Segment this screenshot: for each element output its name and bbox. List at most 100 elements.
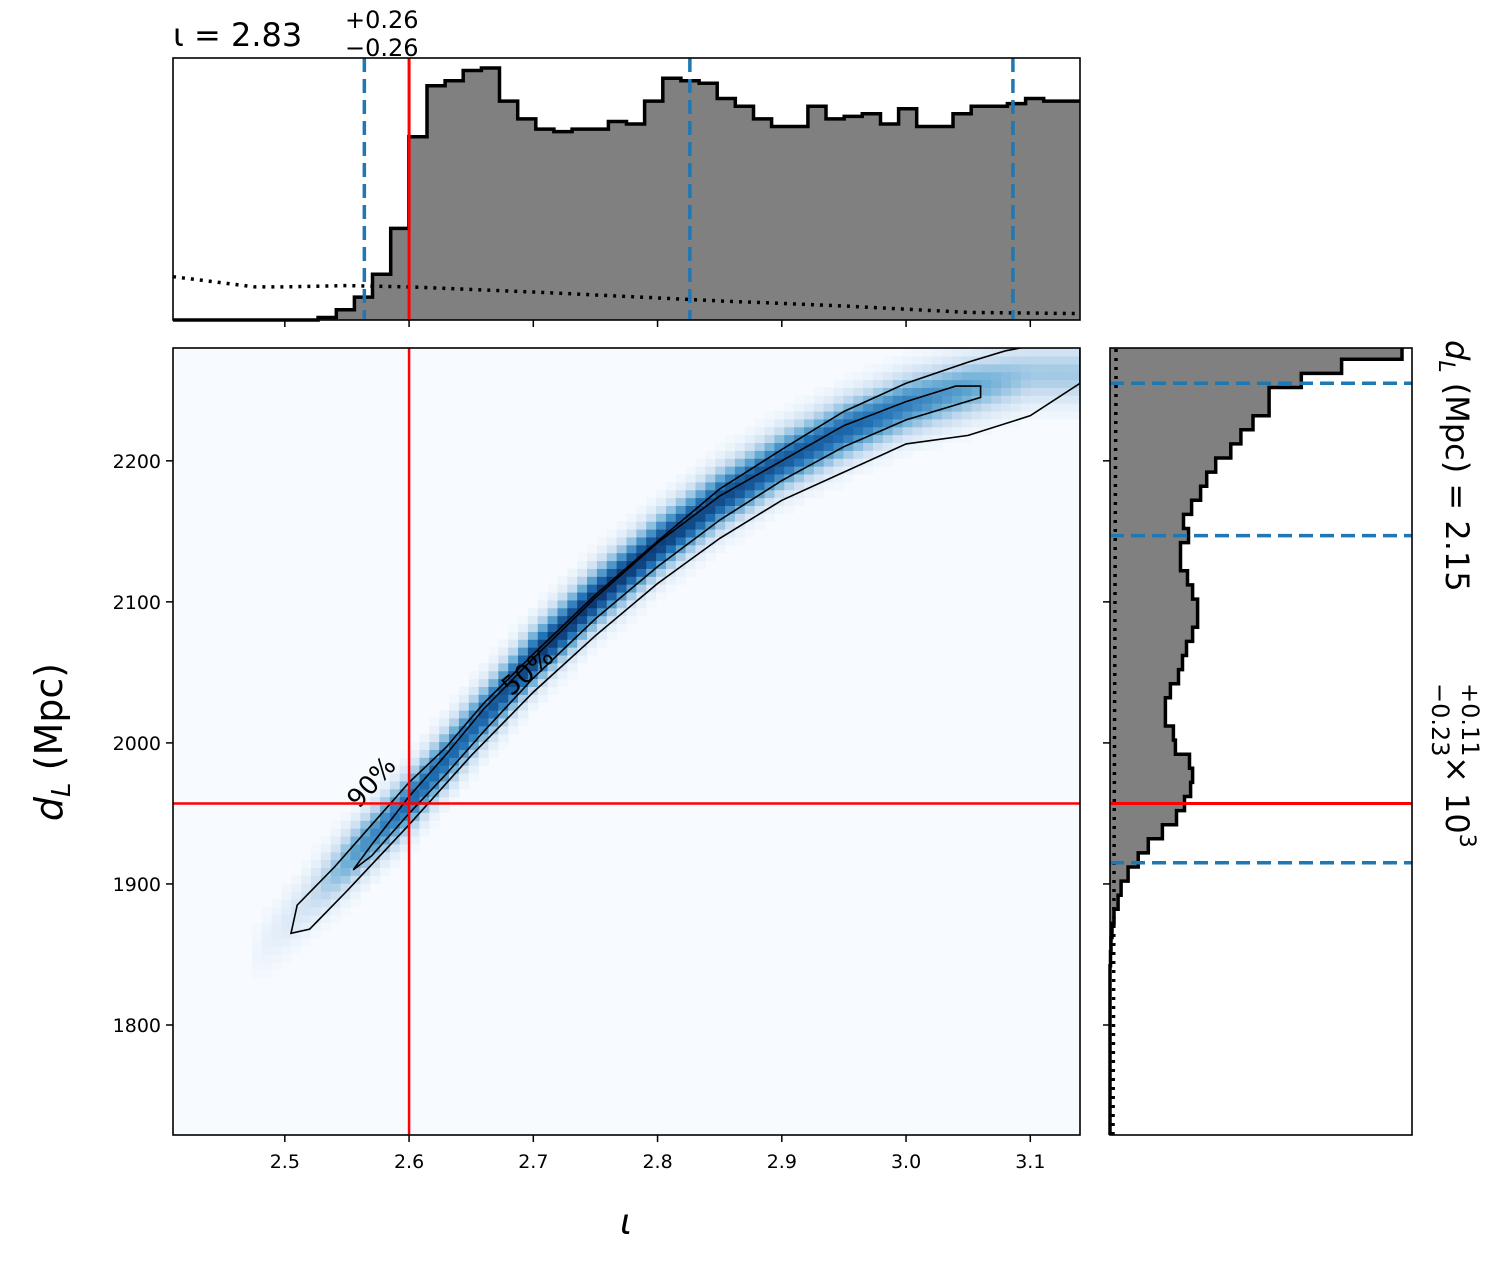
heatmap-cell — [596, 576, 608, 585]
heatmap-cell — [754, 458, 766, 467]
heatmap-cell — [587, 584, 598, 593]
heatmap-cell — [734, 513, 746, 522]
top-hist-bar — [699, 83, 718, 321]
heatmap-cell — [1040, 348, 1052, 357]
heatmap-cell — [725, 521, 736, 530]
heatmap-cell — [853, 387, 864, 396]
heatmap-cell — [882, 442, 894, 451]
heatmap-cell — [340, 875, 352, 884]
heatmap-cell — [922, 379, 933, 388]
heatmap-cell — [695, 473, 706, 483]
heatmap-cell — [656, 568, 667, 577]
heatmap-cell — [646, 505, 657, 514]
heatmap-cell — [951, 363, 963, 373]
heatmap-cell — [458, 741, 470, 750]
heatmap-cell — [941, 379, 953, 388]
heatmap-cell — [1030, 395, 1042, 404]
heatmap-cell — [370, 796, 381, 806]
heatmap-cell — [872, 434, 884, 444]
heatmap-cell — [281, 891, 292, 900]
heatmap-cell — [311, 930, 322, 939]
top-hist-bar — [753, 118, 773, 320]
heatmap-cell — [449, 765, 460, 774]
heatmap-cell — [656, 505, 667, 514]
heatmap-cell — [725, 513, 736, 522]
heatmap-cell — [941, 355, 953, 365]
heatmap-cell — [803, 418, 815, 428]
right-hist-bar — [1110, 895, 1119, 910]
y-axis-title: dL (Mpc) — [27, 663, 77, 821]
heatmap-cell — [498, 694, 509, 703]
top-marginal-histogram: ι = 2.83 +0.26 −0.26 — [172, 6, 1081, 327]
heatmap-cell — [488, 662, 499, 672]
heatmap-cell — [488, 749, 499, 758]
heatmap-cell — [626, 615, 637, 625]
heatmap-cell — [1060, 348, 1071, 357]
heatmap-cell — [616, 536, 628, 546]
heatmap-cell — [478, 686, 490, 695]
heatmap-cell — [587, 623, 598, 632]
heatmap-cell — [656, 584, 667, 593]
heatmap-cell — [981, 426, 992, 436]
right-hist-bar — [1110, 669, 1179, 685]
heatmap-cell — [547, 623, 559, 632]
heatmap-cell — [429, 804, 440, 813]
top-hist-bar — [608, 121, 627, 320]
heatmap-cell — [271, 953, 283, 963]
heatmap-cell — [665, 497, 677, 506]
heatmap-cell — [1010, 379, 1022, 388]
heatmap-cell — [409, 804, 421, 813]
x-tick-label: 2.9 — [767, 1151, 797, 1173]
top-panel-frame — [172, 57, 1081, 321]
top-histogram-bars — [173, 66, 1081, 322]
heatmap-cell — [843, 434, 854, 444]
top-hist-bar — [463, 70, 482, 320]
heatmap-cell — [527, 623, 539, 632]
heatmap-cell — [587, 647, 598, 656]
heatmap-cell — [1030, 387, 1042, 396]
heatmap-cell — [370, 828, 381, 837]
right-hist-bar — [1110, 486, 1201, 501]
heatmap-cell — [291, 914, 302, 924]
heatmap-cell — [872, 410, 884, 420]
heatmap-cell — [537, 615, 549, 625]
heatmap-cell — [803, 450, 815, 459]
heatmap-cell — [784, 418, 795, 428]
heatmap-cell — [1020, 363, 1032, 373]
heatmap-cell — [1001, 348, 1012, 357]
heatmap-cell — [547, 639, 559, 648]
heatmap-cell — [853, 434, 864, 444]
contour-50 — [352, 385, 982, 871]
heatmap-cell — [754, 466, 766, 475]
heatmap-cell — [478, 757, 490, 766]
heatmap-cell — [922, 363, 933, 373]
heatmap-cell — [311, 851, 322, 861]
heatmap-cell — [468, 678, 480, 688]
heatmap-cell — [449, 725, 460, 735]
heatmap-cell — [488, 647, 499, 656]
heatmap-cell — [912, 379, 923, 388]
heatmap-cell — [251, 930, 263, 939]
heatmap-cell — [449, 772, 460, 782]
heatmap-cell — [626, 599, 637, 609]
heatmap-cell — [636, 521, 647, 530]
heatmap-cell — [922, 410, 933, 420]
heatmap-cell — [498, 733, 509, 743]
heatmap-cell — [350, 898, 361, 908]
heatmap-cell — [951, 434, 963, 444]
right-hist-bar — [1110, 810, 1177, 826]
heatmap-cell — [794, 395, 805, 404]
heatmap-cell — [843, 395, 854, 404]
heatmap-cell — [350, 883, 361, 892]
heatmap-cell — [626, 591, 637, 601]
heatmap-cell — [892, 363, 904, 373]
heatmap-cell — [468, 686, 480, 695]
heatmap-cell — [518, 717, 529, 727]
heatmap-cell — [853, 450, 864, 459]
heatmap-cell — [665, 489, 677, 499]
heatmap-cell — [971, 387, 983, 396]
heatmap-cell — [409, 835, 421, 845]
heatmap-cell — [774, 418, 785, 428]
heatmap-cell — [311, 906, 322, 916]
heatmap-cell — [340, 812, 352, 821]
